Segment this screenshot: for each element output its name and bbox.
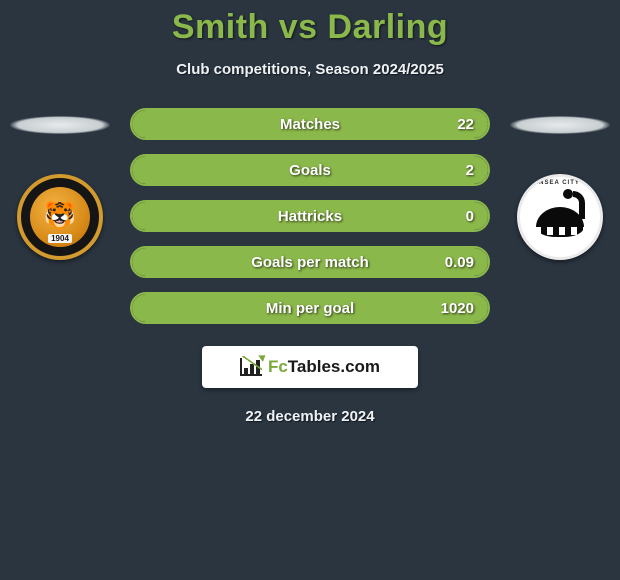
- brand-suffix: Tables.com: [288, 357, 380, 376]
- brand-text: FcTables.com: [268, 357, 380, 377]
- chart-icon: [240, 358, 262, 376]
- tiger-icon: 🐯: [44, 202, 76, 228]
- stat-label: Min per goal: [266, 300, 354, 317]
- comparison-card: Smith vs Darling Club competitions, Seas…: [0, 0, 620, 425]
- left-side: 🐯 1904: [10, 108, 110, 260]
- stat-bar: Matches 22: [130, 108, 490, 140]
- player-placeholder-right: [510, 116, 610, 134]
- stat-label: Matches: [280, 116, 340, 133]
- page-title: Smith vs Darling: [0, 8, 620, 47]
- brand-prefix: Fc: [268, 357, 288, 376]
- brand-logo[interactable]: FcTables.com: [202, 346, 418, 388]
- page-subtitle: Club competitions, Season 2024/2025: [0, 61, 620, 78]
- right-side: SWANSEA CITY AFC: [510, 108, 610, 260]
- swansea-ring-text: SWANSEA CITY AFC: [522, 180, 597, 186]
- stat-right-value: 22: [457, 116, 474, 133]
- stat-label: Goals: [289, 162, 331, 179]
- stat-label: Hattricks: [278, 208, 342, 225]
- footer-date: 22 december 2024: [0, 408, 620, 425]
- stat-bar: Min per goal 1020: [130, 292, 490, 324]
- player-placeholder-left: [10, 116, 110, 134]
- hull-inner: 🐯 1904: [30, 187, 90, 247]
- team-badge-hull: 🐯 1904: [17, 174, 103, 260]
- stat-bar: Goals per match 0.09: [130, 246, 490, 278]
- team-badge-swansea: SWANSEA CITY AFC: [517, 174, 603, 260]
- stat-right-value: 0: [466, 208, 474, 225]
- content-row: 🐯 1904 Matches 22 Goals 2 Hattricks 0 Goals pe…: [0, 108, 620, 324]
- stat-bar: Goals 2: [130, 154, 490, 186]
- stat-right-value: 0.09: [445, 254, 474, 271]
- swan-icon: [533, 195, 587, 239]
- stats-bars: Matches 22 Goals 2 Hattricks 0 Goals per match…: [110, 108, 510, 324]
- hull-year: 1904: [48, 234, 72, 243]
- stat-right-value: 1020: [441, 300, 474, 317]
- stat-label: Goals per match: [251, 254, 369, 271]
- stat-bar: Hattricks 0: [130, 200, 490, 232]
- stat-right-value: 2: [466, 162, 474, 179]
